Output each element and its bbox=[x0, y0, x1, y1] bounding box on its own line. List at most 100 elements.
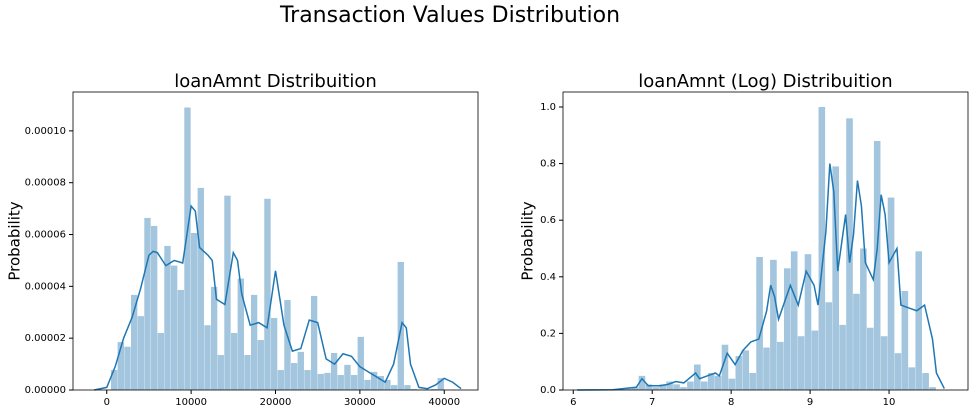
bar bbox=[377, 376, 384, 390]
bar bbox=[866, 327, 874, 390]
bar bbox=[700, 381, 708, 390]
bar bbox=[170, 265, 178, 390]
bar bbox=[390, 385, 398, 390]
kde-line bbox=[577, 163, 945, 391]
axes-title: loanAmnt (Log) Distribuition bbox=[638, 71, 892, 92]
y-tick-label: 0.2 bbox=[540, 328, 556, 339]
bar bbox=[324, 372, 331, 390]
bar bbox=[437, 378, 444, 390]
bar bbox=[624, 388, 632, 390]
bar bbox=[124, 346, 131, 390]
y-tick-label: 0.00008 bbox=[25, 178, 66, 189]
y-tick-label: 0.00006 bbox=[25, 230, 66, 241]
bar bbox=[430, 388, 438, 390]
bar bbox=[811, 330, 819, 390]
bar bbox=[284, 300, 291, 390]
y-tick-label: 0.6 bbox=[540, 215, 556, 226]
x-tick-label: 7 bbox=[649, 397, 655, 408]
bar bbox=[210, 286, 218, 390]
y-tick-label: 0.8 bbox=[540, 159, 556, 170]
bar bbox=[150, 225, 158, 390]
bar bbox=[770, 259, 777, 390]
bar bbox=[707, 373, 715, 390]
bar bbox=[777, 341, 784, 390]
bar bbox=[714, 375, 722, 390]
y-tick-label: 1.0 bbox=[540, 102, 556, 113]
bar bbox=[217, 355, 224, 390]
y-tick-label: 0.0 bbox=[540, 385, 556, 396]
bar bbox=[638, 375, 646, 390]
bar bbox=[157, 332, 164, 390]
bar bbox=[687, 381, 694, 390]
x-tick-label: 20000 bbox=[260, 397, 292, 408]
bar bbox=[264, 198, 271, 390]
bar bbox=[237, 278, 244, 390]
bar bbox=[929, 387, 936, 390]
bar bbox=[673, 384, 680, 390]
bar bbox=[832, 166, 840, 390]
bar bbox=[645, 384, 653, 390]
x-tick-label: 30000 bbox=[344, 397, 376, 408]
bar bbox=[873, 140, 881, 390]
bar bbox=[270, 317, 278, 390]
bar bbox=[404, 385, 411, 390]
bar bbox=[290, 363, 298, 390]
bar bbox=[901, 290, 909, 390]
bar bbox=[297, 351, 304, 390]
bar bbox=[337, 374, 344, 390]
bar bbox=[790, 251, 798, 390]
bar bbox=[304, 370, 311, 390]
bar bbox=[197, 187, 204, 390]
bar bbox=[839, 324, 846, 390]
bar bbox=[880, 336, 888, 390]
x-tick-label: 40000 bbox=[428, 397, 460, 408]
bar bbox=[230, 332, 238, 390]
bar bbox=[244, 355, 251, 390]
bar bbox=[756, 256, 763, 390]
bar bbox=[783, 268, 791, 390]
bar bbox=[721, 344, 729, 390]
bar bbox=[384, 379, 391, 390]
bar bbox=[853, 293, 860, 390]
figure-title: Transaction Values Distribution bbox=[279, 3, 620, 28]
bar bbox=[735, 356, 743, 390]
bar bbox=[330, 352, 338, 390]
bar bbox=[887, 197, 895, 390]
bar bbox=[204, 325, 211, 390]
bar bbox=[310, 295, 318, 390]
x-tick-label: 10 bbox=[883, 397, 896, 408]
bar bbox=[818, 106, 826, 390]
bar bbox=[370, 371, 378, 390]
bar bbox=[908, 367, 916, 390]
bar bbox=[190, 232, 198, 390]
y-tick-label: 0.00010 bbox=[25, 126, 66, 137]
kde-line bbox=[93, 204, 462, 391]
bar bbox=[117, 342, 124, 390]
bar bbox=[177, 289, 184, 390]
y-tick-label: 0.4 bbox=[540, 272, 556, 283]
bar bbox=[742, 350, 750, 390]
axes-frame bbox=[562, 91, 969, 391]
bar bbox=[659, 384, 667, 390]
bar bbox=[915, 251, 922, 390]
y-tick-label: 0.00002 bbox=[25, 333, 66, 344]
bar bbox=[410, 388, 418, 390]
y-tick-label: 0.00000 bbox=[25, 385, 66, 396]
bar bbox=[922, 373, 929, 390]
bar bbox=[631, 387, 639, 390]
bar bbox=[763, 347, 770, 390]
bar bbox=[364, 379, 371, 390]
bar bbox=[652, 387, 660, 390]
x-tick-label: 6 bbox=[570, 397, 576, 408]
bar bbox=[257, 339, 264, 390]
bar bbox=[825, 302, 833, 390]
bar bbox=[666, 381, 673, 390]
bar bbox=[250, 294, 258, 390]
bar bbox=[680, 387, 687, 390]
bar bbox=[110, 370, 118, 390]
bar bbox=[164, 245, 171, 390]
x-tick-label: 8 bbox=[728, 397, 734, 408]
y-axis-label: Probability bbox=[519, 201, 537, 280]
bar bbox=[749, 373, 756, 390]
